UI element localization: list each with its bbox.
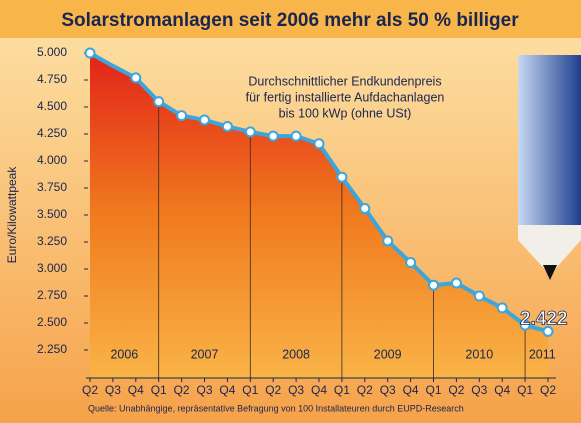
point (313, 138, 325, 150)
x-tick-label: Q2 (448, 383, 464, 397)
x-tick-label: Q3 (471, 383, 487, 397)
annotation: Durchschnittlicher Endkundenpreis (248, 74, 441, 88)
point (130, 72, 142, 84)
x-tick-label: Q1 (151, 383, 167, 397)
y-tick-label: 4.250 (37, 126, 67, 140)
y-tick-label: 3.250 (37, 234, 67, 248)
x-tick-label: Q4 (219, 383, 235, 397)
x-tick-label: Q3 (105, 383, 121, 397)
point (84, 47, 96, 59)
x-tick-label: Q4 (128, 383, 144, 397)
x-tick-label: Q4 (494, 383, 510, 397)
x-tick-label: Q3 (196, 383, 212, 397)
point (428, 279, 439, 291)
point (519, 319, 531, 331)
y-tick-label: 4.750 (37, 72, 67, 86)
x-tick-label: Q4 (403, 383, 419, 397)
y-tick-label: 2.500 (37, 315, 67, 329)
point (244, 126, 256, 138)
x-tick-label: Q2 (540, 383, 556, 397)
point (290, 130, 302, 142)
pencil (518, 55, 581, 280)
year-label: 2011 (529, 347, 556, 361)
year-label: 2010 (465, 347, 493, 361)
year-label: 2007 (191, 347, 219, 361)
x-tick-label: Q2 (82, 383, 98, 397)
point (153, 96, 165, 108)
y-tick-label: 5.000 (37, 45, 67, 59)
point (496, 302, 508, 314)
x-tick-label: Q3 (288, 383, 304, 397)
x-tick-label: Q2 (174, 383, 190, 397)
point (405, 257, 417, 269)
y-tick-label: 3.500 (37, 207, 67, 221)
point (221, 120, 233, 132)
point (199, 114, 210, 126)
y-tick-label: 2.750 (37, 288, 67, 302)
x-tick-label: Q1 (242, 383, 258, 397)
year-label: 2009 (374, 347, 402, 361)
x-tick-label: Q4 (311, 383, 327, 397)
point (336, 171, 348, 183)
source: Quelle: Unabhängige, repräsentative Befr… (88, 403, 464, 413)
point (473, 290, 485, 302)
point (382, 235, 394, 247)
year-label: 2006 (110, 347, 138, 361)
x-tick-label: Q1 (517, 383, 533, 397)
point (450, 277, 462, 289)
y-tick-label: 3.000 (37, 261, 67, 275)
year-label: 2008 (282, 347, 310, 361)
point (176, 110, 188, 122)
annotation: bis 100 kWp (ohne USt) (279, 106, 412, 120)
annotation: für fertig installierte Aufdachanlagen (246, 90, 445, 104)
y-tick-label: 4.000 (37, 153, 67, 167)
y-axis-label: Euro/Kilowattpeak (5, 166, 19, 264)
y-tick-label: 2.250 (37, 342, 67, 356)
x-tick-label: Q1 (425, 383, 441, 397)
point (542, 325, 554, 337)
point (267, 130, 279, 142)
value-label: 2.422 (520, 308, 568, 329)
x-tick-label: Q2 (265, 383, 281, 397)
x-tick-label: Q2 (357, 383, 373, 397)
title-bar (0, 0, 581, 38)
x-tick-label: Q1 (334, 383, 350, 397)
point (359, 203, 371, 215)
y-tick-label: 3.750 (37, 180, 67, 194)
x-tick-label: Q3 (380, 383, 396, 397)
y-tick-label: 4.500 (37, 99, 67, 113)
chart-title: Solarstromanlagen seit 2006 mehr als 50 … (61, 10, 519, 31)
